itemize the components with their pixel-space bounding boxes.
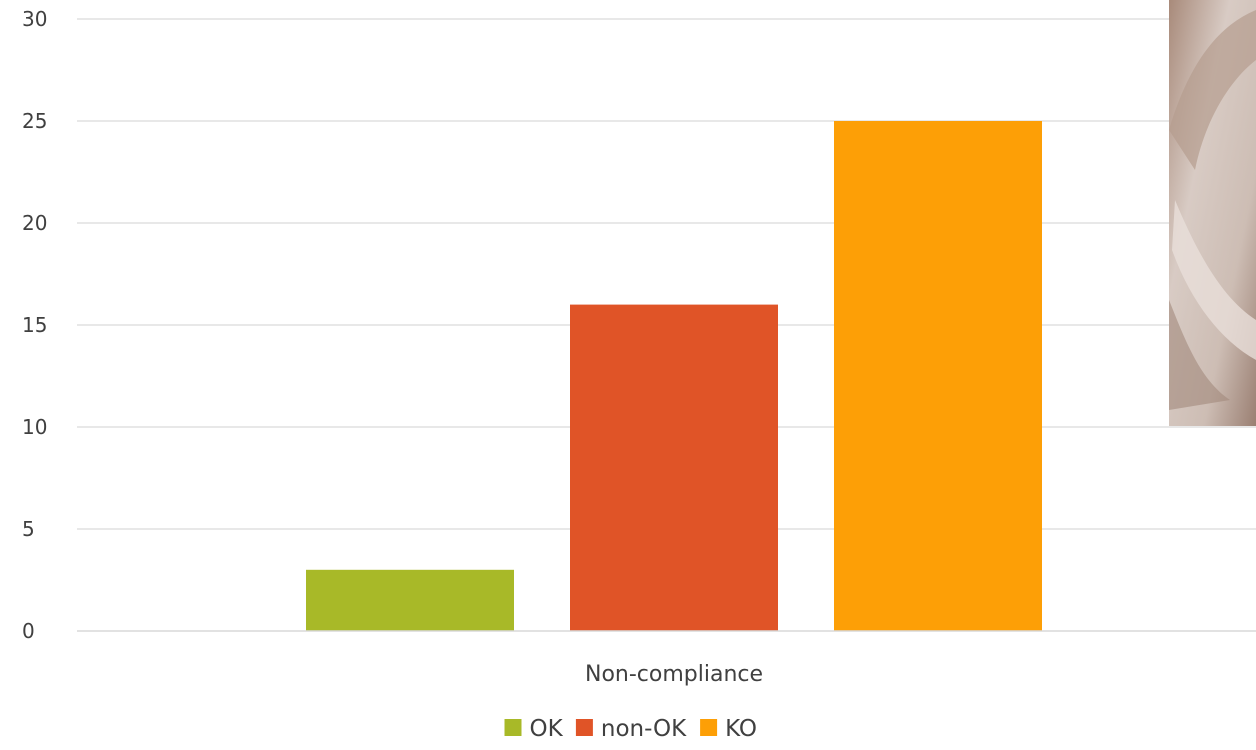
category-label: Non-compliance bbox=[585, 662, 763, 687]
bar-non-ok bbox=[570, 304, 778, 631]
y-tick-label: 10 bbox=[22, 415, 47, 439]
legend: OK non-OK KO bbox=[504, 716, 757, 742]
legend-label: non-OK bbox=[601, 716, 687, 742]
bars bbox=[306, 121, 1042, 631]
legend-label: OK bbox=[530, 716, 564, 742]
legend-label: KO bbox=[725, 716, 757, 742]
y-axis-ticks: 0 5 10 15 20 25 30 bbox=[22, 7, 47, 643]
y-tick-label: 25 bbox=[22, 109, 47, 133]
y-tick-label: 30 bbox=[22, 7, 47, 31]
y-tick-label: 20 bbox=[22, 211, 47, 235]
legend-swatch bbox=[700, 719, 718, 736]
legend-swatch bbox=[504, 719, 522, 736]
legend-swatch bbox=[575, 719, 593, 736]
y-tick-label: 0 bbox=[22, 619, 35, 643]
y-tick-label: 15 bbox=[22, 313, 47, 337]
bar-ko bbox=[834, 121, 1042, 631]
bar-ok bbox=[306, 569, 514, 631]
y-tick-label: 5 bbox=[22, 517, 35, 541]
photo-image bbox=[1169, 0, 1256, 426]
